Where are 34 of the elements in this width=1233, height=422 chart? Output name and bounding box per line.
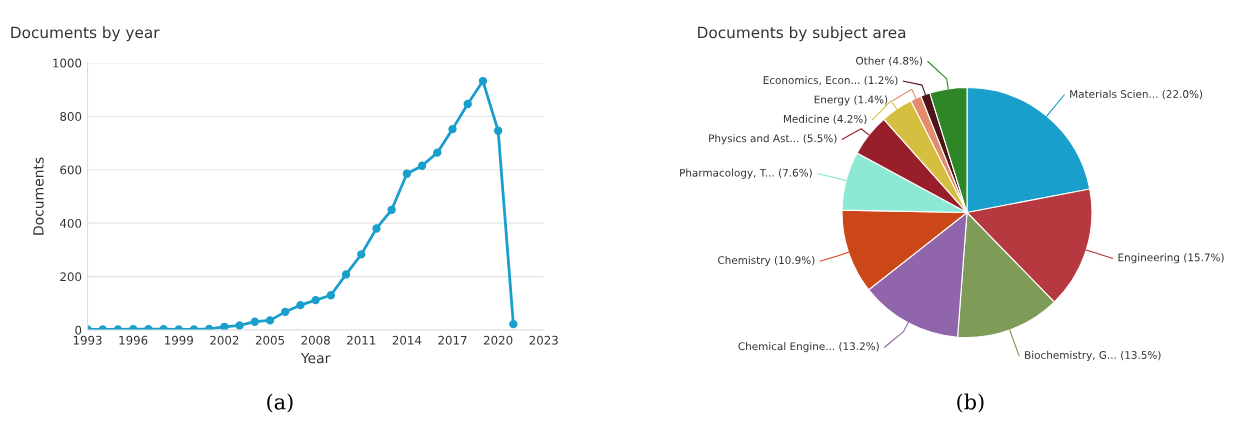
y-tick-label: 1000 [53,58,82,68]
x-tick-label: 1996 [119,335,148,345]
y-axis-title: Documents [33,157,44,235]
y-tick-label: 0 [75,325,82,335]
x-tick-label: 2011 [347,335,376,345]
slice-label: Economics, Econ... (1.2%) [763,76,898,86]
x-tick-label: 2008 [301,335,330,345]
slice-label: Medicine (4.2%) [783,114,867,125]
x-tick-label: 2005 [255,335,285,345]
slice-label: Biochemistry, G... (13.5%) [1025,350,1161,361]
slice-label: Physics and Ast... (5.5%) [709,134,837,145]
chart-title: Documents by subject area [698,26,906,42]
x-axis-title: Year [300,352,331,364]
chart-title: Documents by year [11,26,160,42]
y-tick-label: 800 [60,112,82,121]
text: (a) [267,393,293,413]
y-tick-label: 600 [60,165,82,175]
x-tick-label: 1993 [73,335,102,345]
slice-label: Chemical Engine... (13.2%) [738,342,879,353]
slice-label: Chemistry (10.9%) [718,255,815,267]
x-tick-label: 2020 [483,335,513,345]
slice-label: Pharmacology, T... (7.6%) [680,168,812,179]
x-tick-label: 2002 [210,335,239,345]
slice-label: Other (4.8%) [856,56,923,66]
x-tick-label: 2017 [438,335,467,345]
slice-label: Energy (1.4%) [814,95,888,106]
y-tick-label: 200 [60,272,82,282]
text: (b) [957,393,984,413]
x-tick-label: 2023 [529,335,558,345]
slice-label: Materials Scien... (22.0%) [1070,89,1203,100]
x-tick-label: 1999 [165,335,193,345]
y-tick-label: 400 [60,218,82,228]
slice-label: Engineering (15.7%) [1118,253,1224,264]
x-tick-label: 2014 [392,335,422,345]
